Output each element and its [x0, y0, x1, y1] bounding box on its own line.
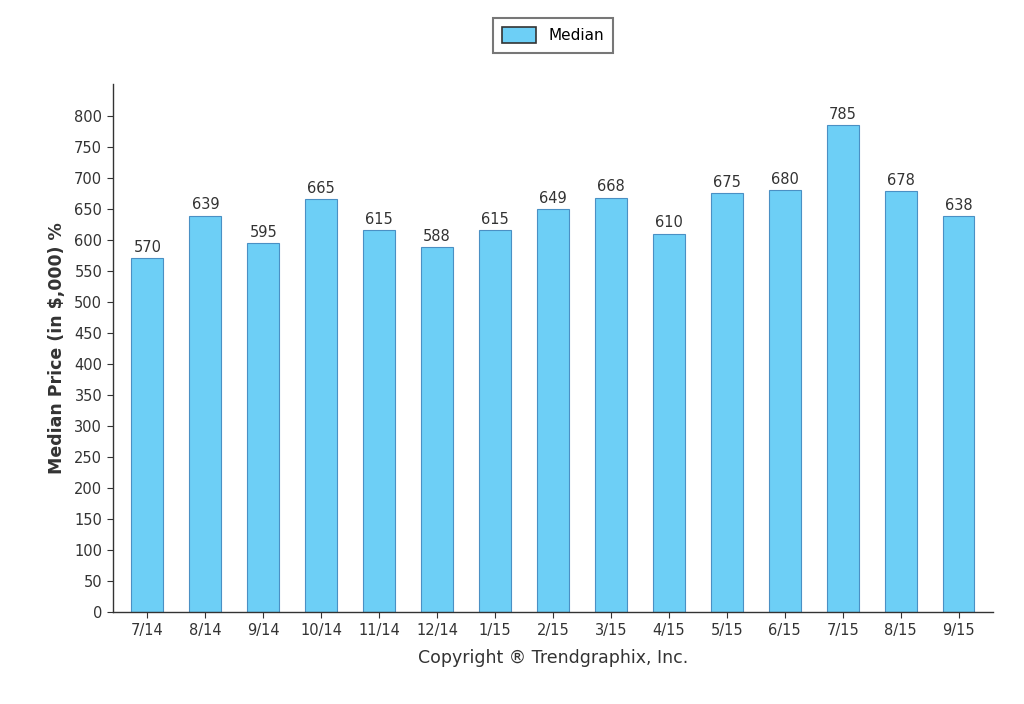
Bar — [595, 198, 627, 612]
Text: 649: 649 — [539, 191, 567, 206]
Bar — [421, 247, 453, 612]
Bar — [653, 234, 685, 612]
Text: 668: 668 — [597, 180, 625, 194]
Legend: Median: Median — [494, 18, 612, 53]
Text: 678: 678 — [887, 173, 914, 188]
Bar — [131, 258, 164, 612]
Bar — [711, 193, 742, 612]
Text: 610: 610 — [655, 215, 683, 230]
Bar — [826, 125, 858, 612]
Bar — [305, 199, 337, 612]
Text: 570: 570 — [133, 240, 162, 256]
Text: 615: 615 — [481, 213, 509, 227]
Y-axis label: Median Price (in $,000) %: Median Price (in $,000) % — [48, 222, 66, 474]
Text: 785: 785 — [828, 107, 857, 122]
Text: 675: 675 — [713, 175, 740, 190]
Bar — [248, 243, 280, 612]
Bar — [364, 230, 395, 612]
Text: 680: 680 — [771, 172, 799, 187]
X-axis label: Copyright ® Trendgraphix, Inc.: Copyright ® Trendgraphix, Inc. — [418, 649, 688, 667]
Text: 665: 665 — [307, 182, 335, 196]
Text: 615: 615 — [366, 213, 393, 227]
Text: 595: 595 — [250, 225, 278, 240]
Bar — [479, 230, 511, 612]
Bar — [189, 215, 221, 612]
Bar — [885, 191, 916, 612]
Bar — [537, 209, 569, 612]
Text: 588: 588 — [423, 229, 451, 244]
Text: 639: 639 — [191, 197, 219, 213]
Text: 638: 638 — [945, 198, 973, 213]
Bar — [769, 190, 801, 612]
Bar — [942, 216, 975, 612]
